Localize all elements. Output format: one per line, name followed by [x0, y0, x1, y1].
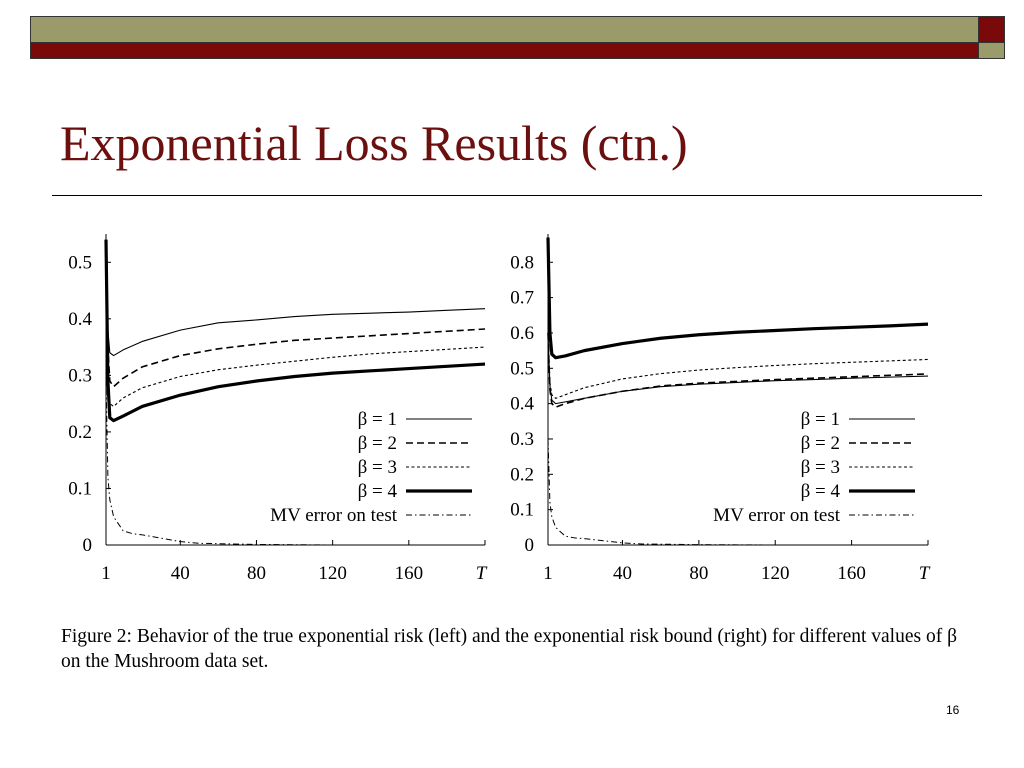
x-tick-label: 80 [689, 563, 708, 584]
y-tick-label: 0.2 [68, 422, 92, 443]
x-tick-label: 40 [171, 563, 190, 584]
y-tick-label: 0.1 [510, 500, 534, 521]
y-tick-label: 0.6 [510, 323, 534, 344]
x-axis-label: T [476, 563, 488, 584]
corner-square-maroon [978, 16, 1005, 44]
series-line-3 [105, 245, 486, 408]
legend-label: β = 2 [358, 433, 397, 454]
legend-label: MV error on test [270, 505, 398, 526]
legend-label: β = 1 [801, 409, 840, 430]
y-tick-label: 0 [83, 535, 93, 556]
y-tick-label: 0.3 [68, 365, 92, 386]
top-bar-olive [30, 16, 979, 44]
y-tick-label: 0.8 [510, 252, 534, 273]
legend-label: β = 1 [358, 409, 397, 430]
y-tick-label: 0.5 [68, 252, 92, 273]
legend-label: β = 2 [801, 433, 840, 454]
chart-left-svg: 0 0.1 0.2 0.3 0.4 0.5 1 40 80 120 160 Tβ = 1 β = 2 β … [68, 234, 488, 584]
title-divider [52, 195, 982, 196]
x-tick-label: 120 [318, 563, 347, 584]
y-tick-label: 0.1 [68, 478, 92, 499]
y-tick-label: 0.4 [510, 394, 534, 415]
x-tick-label: 1 [543, 563, 553, 584]
top-bar-maroon [30, 42, 979, 59]
y-tick-label: 0.5 [510, 358, 534, 379]
legend-label: MV error on test [713, 505, 841, 526]
series-line-5 [547, 438, 928, 546]
x-tick-label: 40 [613, 563, 632, 584]
x-tick-label: 1 [101, 563, 111, 584]
series-line-1 [105, 245, 486, 357]
corner-square-olive [978, 42, 1005, 59]
x-tick-label: 160 [395, 563, 424, 584]
series-line-2 [105, 245, 486, 388]
slide-title: Exponential Loss Results (ctn.) [60, 115, 688, 171]
series-line-1 [547, 332, 929, 405]
series-line-4 [104, 239, 486, 423]
x-tick-label: 120 [761, 563, 790, 584]
y-tick-label: 0.3 [510, 429, 534, 450]
y-tick-label: 0 [525, 535, 535, 556]
y-tick-label: 0.2 [510, 464, 534, 485]
figure-caption: Figure 2: Behavior of the true exponenti… [61, 626, 958, 672]
x-axis-label: T [919, 563, 931, 584]
legend-label: β = 3 [801, 457, 840, 478]
x-tick-label: 80 [247, 563, 266, 584]
legend-label: β = 4 [801, 481, 841, 502]
x-tick-label: 160 [837, 563, 866, 584]
series-line-5 [105, 375, 485, 546]
y-tick-label: 0.7 [510, 288, 534, 309]
slide-number: 16 [946, 703, 960, 717]
y-tick-label: 0.4 [68, 309, 92, 330]
legend-label: β = 3 [358, 457, 397, 478]
legend-label: β = 4 [358, 481, 398, 502]
series-line-4 [546, 237, 929, 360]
series-line-2 [547, 332, 929, 408]
series-line-3 [547, 332, 929, 399]
chart-right-svg: 0 0.1 0.2 0.3 0.4 0.5 0.6 0.7 0.8 1 40 80 120 160 Tβ =… [510, 234, 931, 584]
